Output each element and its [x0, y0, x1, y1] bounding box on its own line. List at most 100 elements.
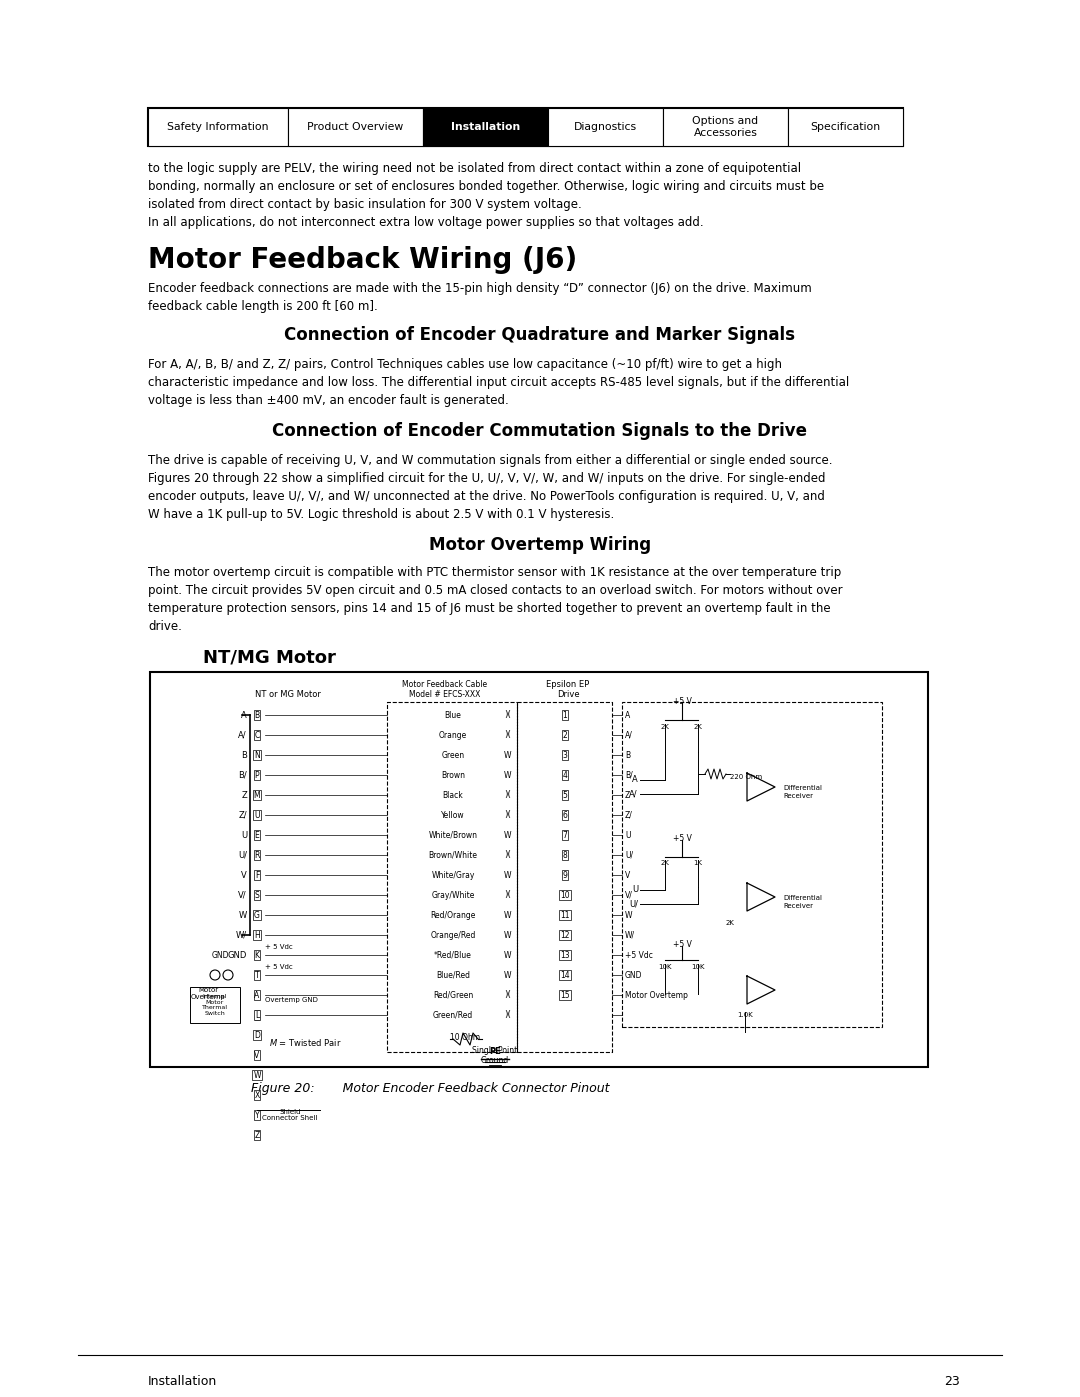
Text: U/: U/: [629, 900, 638, 908]
Text: U: U: [625, 830, 631, 840]
Text: 11: 11: [561, 911, 570, 919]
Text: )(: )(: [504, 1010, 512, 1020]
Text: 4: 4: [563, 771, 567, 780]
Text: NT/MG Motor: NT/MG Motor: [203, 648, 336, 666]
Text: Orange: Orange: [438, 731, 468, 739]
Text: W: W: [239, 911, 247, 919]
Text: W: W: [504, 830, 512, 840]
Text: Red/Green: Red/Green: [433, 990, 473, 999]
Text: 5: 5: [563, 791, 567, 799]
Text: Orange/Red: Orange/Red: [430, 930, 475, 940]
Text: B/: B/: [625, 771, 633, 780]
Text: Red/Orange: Red/Orange: [430, 911, 475, 919]
Text: Connection of Encoder Quadrature and Marker Signals: Connection of Encoder Quadrature and Mar…: [284, 326, 796, 344]
Text: B/: B/: [239, 771, 247, 780]
Text: +5 Vdc: +5 Vdc: [625, 950, 653, 960]
Text: 14: 14: [561, 971, 570, 979]
Text: N: N: [254, 750, 260, 760]
Text: White/Gray: White/Gray: [431, 870, 475, 880]
Bar: [150, 672, 928, 1067]
Text: 2K: 2K: [661, 724, 670, 731]
Text: For A, A/, B, B/ and Z, Z/ pairs, Control Techniques cables use low capacitance : For A, A/, B, B/ and Z, Z/ pairs, Contro…: [148, 358, 849, 407]
Text: Specification: Specification: [810, 122, 880, 131]
Bar: [622, 703, 882, 1027]
Text: H: H: [254, 930, 260, 940]
Text: Green/Red: Green/Red: [433, 1010, 473, 1020]
Bar: [148, 108, 903, 147]
Text: V: V: [625, 870, 631, 880]
Text: 3: 3: [563, 750, 567, 760]
Text: )(: )(: [504, 791, 512, 799]
Text: 8: 8: [563, 851, 567, 859]
Text: W: W: [504, 750, 512, 760]
Text: Product Overview: Product Overview: [308, 122, 404, 131]
Text: Installation: Installation: [148, 1375, 217, 1389]
Text: A/: A/: [630, 789, 638, 799]
Text: Figure 20:       Motor Encoder Feedback Connector Pinout: Figure 20: Motor Encoder Feedback Connec…: [251, 1083, 609, 1095]
Text: K: K: [255, 950, 259, 960]
Text: G: G: [254, 911, 260, 919]
Text: +5 V: +5 V: [673, 697, 691, 705]
Text: T: T: [255, 971, 259, 979]
Text: 7: 7: [563, 830, 567, 840]
Text: The drive is capable of receiving U, V, and W commutation signals from either a : The drive is capable of receiving U, V, …: [148, 454, 833, 521]
Text: Motor
Overtemp: Motor Overtemp: [191, 988, 226, 1000]
Text: 1.0K: 1.0K: [738, 1011, 753, 1018]
Text: 2K: 2K: [693, 724, 702, 731]
Text: Motor Feedback Wiring (J6): Motor Feedback Wiring (J6): [148, 246, 577, 274]
Text: Shield
Connector Shell: Shield Connector Shell: [262, 1108, 318, 1122]
Text: C: C: [255, 731, 259, 739]
Text: Green: Green: [442, 750, 464, 760]
Bar: [517, 703, 612, 1052]
Text: P: P: [255, 771, 259, 780]
Text: Black: Black: [443, 791, 463, 799]
Text: )(: )(: [504, 711, 512, 719]
Text: Options and
Accessories: Options and Accessories: [692, 116, 758, 138]
Text: W: W: [253, 1070, 260, 1080]
Text: $\mathit{M}$ = Twisted Pair: $\mathit{M}$ = Twisted Pair: [269, 1037, 341, 1048]
Text: U: U: [632, 886, 638, 894]
Text: W: W: [504, 950, 512, 960]
Text: Differential
Receiver: Differential Receiver: [783, 785, 822, 799]
Text: A: A: [255, 990, 259, 999]
Text: W: W: [504, 911, 512, 919]
Text: L: L: [255, 1010, 259, 1020]
Text: X: X: [255, 1091, 259, 1099]
Bar: [190, 988, 240, 1023]
Text: Z: Z: [241, 791, 247, 799]
Text: 2K: 2K: [726, 921, 734, 926]
Text: Gray/White: Gray/White: [431, 890, 475, 900]
Text: 6: 6: [563, 810, 567, 820]
Text: Encoder feedback connections are made with the 15-pin high density “D” connector: Encoder feedback connections are made wi…: [148, 282, 812, 313]
Text: W/: W/: [235, 930, 247, 940]
Text: 2: 2: [563, 731, 567, 739]
Text: W: W: [504, 930, 512, 940]
Text: W: W: [504, 870, 512, 880]
Text: GND: GND: [625, 971, 643, 979]
Text: W: W: [504, 771, 512, 780]
Text: 9: 9: [563, 870, 567, 880]
Text: A: A: [625, 711, 631, 719]
Text: V/: V/: [239, 890, 247, 900]
Text: U: U: [241, 830, 247, 840]
Text: Blue/Red: Blue/Red: [436, 971, 470, 979]
Bar: [288, 108, 423, 147]
Text: Brown: Brown: [441, 771, 465, 780]
Text: Diagnostics: Diagnostics: [573, 122, 637, 131]
Text: S: S: [255, 890, 259, 900]
Text: Y: Y: [255, 1111, 259, 1119]
Text: 23: 23: [944, 1375, 960, 1389]
Text: Overtemp GND: Overtemp GND: [265, 997, 318, 1003]
Text: + 5 Vdc: + 5 Vdc: [265, 944, 293, 950]
Text: V: V: [241, 870, 247, 880]
Text: W: W: [504, 971, 512, 979]
Text: Installation: Installation: [450, 122, 521, 131]
Text: )(: )(: [504, 890, 512, 900]
Text: Safety Information: Safety Information: [167, 122, 269, 131]
Text: Internal
Motor
Thermal
Switch: Internal Motor Thermal Switch: [202, 993, 228, 1016]
Text: GND: GND: [212, 950, 229, 960]
Text: Connection of Encoder Commutation Signals to the Drive: Connection of Encoder Commutation Signal…: [272, 422, 808, 440]
Text: 13: 13: [561, 950, 570, 960]
Text: Differential
Receiver: Differential Receiver: [783, 895, 822, 908]
Text: Single Point
Ground: Single Point Ground: [472, 1045, 517, 1065]
